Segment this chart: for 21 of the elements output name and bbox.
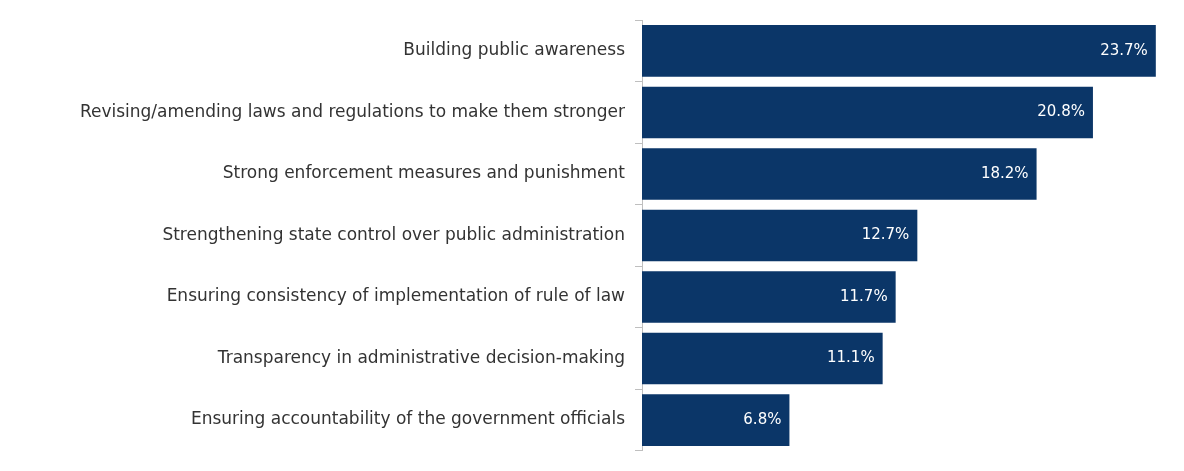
bar	[642, 271, 896, 323]
y-tick-label: Ensuring accountability of the government officials	[190, 408, 626, 429]
y-tick-label: Ensuring consistency of implementation of rule of law	[166, 285, 626, 306]
y-tick-label: Building public awareness	[403, 39, 626, 60]
bar	[642, 209, 918, 262]
y-tick-label: Revising/amending laws and regulations to make them stronger	[79, 100, 626, 121]
data-label: 11.1%	[826, 348, 875, 367]
bar	[642, 332, 883, 385]
data-label: 23.7%	[1100, 40, 1148, 59]
bar	[642, 25, 1156, 77]
bar	[642, 394, 790, 446]
y-tick-label: Strong enforcement measures and punishment	[222, 162, 626, 183]
data-label: 20.8%	[1037, 102, 1085, 121]
bar	[642, 86, 1093, 139]
bar	[642, 148, 1037, 200]
y-tick-label: Strengthening state control over public administration	[162, 223, 625, 244]
data-label: 6.8%	[743, 409, 782, 428]
data-label: 11.7%	[840, 286, 888, 305]
data-label: 12.7%	[861, 225, 910, 244]
y-tick-label: Transparency in administrative decision-making	[216, 346, 625, 367]
data-label: 18.2%	[980, 163, 1029, 182]
